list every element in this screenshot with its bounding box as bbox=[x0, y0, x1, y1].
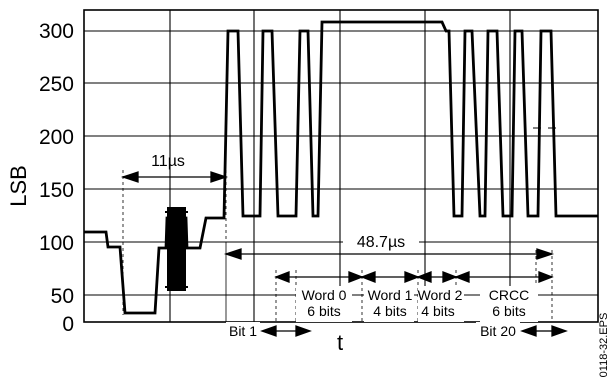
bit20-label-bg bbox=[476, 322, 520, 338]
y-tick-label: 50 bbox=[51, 285, 74, 308]
y-tick-labels: 300 250 200 150 100 50 0 bbox=[39, 20, 74, 336]
word2-name: Word 2 bbox=[418, 287, 463, 303]
word1-bits: 4 bits bbox=[373, 303, 406, 319]
word1-name: Word 1 bbox=[368, 287, 413, 303]
y-tick-label: 100 bbox=[39, 232, 74, 255]
data-span-label-bg bbox=[343, 231, 419, 251]
y-tick-label: 300 bbox=[39, 20, 74, 43]
crcc-name: CRCC bbox=[489, 287, 529, 303]
x-axis-label: t bbox=[337, 330, 343, 355]
burst-span-label: 11µs bbox=[151, 153, 185, 170]
figure-file-code: 0118-32.EPS bbox=[598, 313, 610, 378]
y-tick-label: 200 bbox=[39, 126, 74, 149]
crcc-bits: 6 bits bbox=[492, 303, 525, 319]
word0-bits: 6 bits bbox=[307, 303, 340, 319]
bit20-marker bbox=[520, 325, 568, 337]
bit1-label: Bit 1 bbox=[229, 323, 257, 339]
bit1-marker bbox=[260, 325, 312, 337]
bit20-label: Bit 20 bbox=[480, 323, 516, 339]
burst-span-dimension bbox=[120, 171, 229, 183]
color-burst bbox=[165, 207, 188, 291]
data-span-dimension bbox=[223, 248, 555, 260]
word-segment-arrows bbox=[274, 271, 554, 283]
y-tick-label: 150 bbox=[39, 179, 74, 202]
bit1-label-bg bbox=[226, 322, 260, 338]
word-label-backgrounds bbox=[296, 286, 538, 322]
word2-bits: 4 bits bbox=[421, 303, 454, 319]
signal-waveform bbox=[84, 20, 598, 315]
y-axis-label: LSB bbox=[6, 165, 31, 207]
y-tick-label: 0 bbox=[62, 313, 74, 336]
data-span-label: 48.7µs bbox=[357, 234, 405, 251]
y-tick-label: 250 bbox=[39, 73, 74, 96]
word0-name: Word 0 bbox=[302, 287, 347, 303]
